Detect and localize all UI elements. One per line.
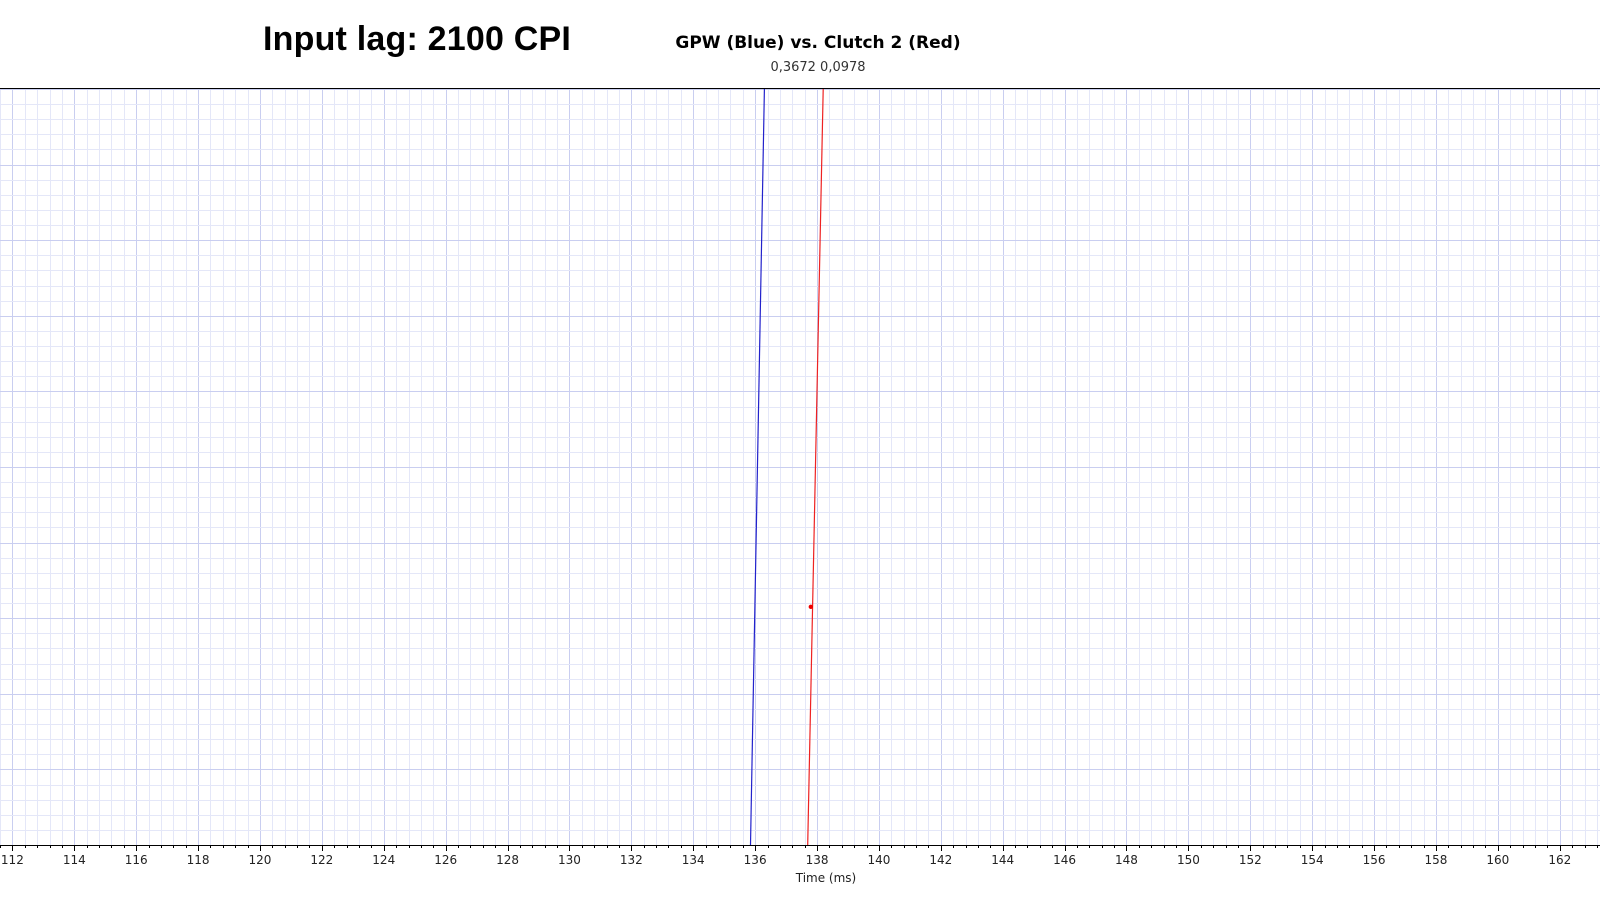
x-tick-label: 138 xyxy=(806,853,829,867)
series-line-gpw xyxy=(749,88,765,846)
x-tick-label: 150 xyxy=(1177,853,1200,867)
x-tick-label: 154 xyxy=(1301,853,1324,867)
x-tick-label: 140 xyxy=(867,853,890,867)
grid xyxy=(0,89,1600,846)
x-tick-label: 116 xyxy=(125,853,148,867)
x-tick-label: 142 xyxy=(929,853,952,867)
x-tick-label: 148 xyxy=(1115,853,1138,867)
x-tick-label: 122 xyxy=(310,853,333,867)
x-tick-label: 156 xyxy=(1363,853,1386,867)
x-tick-label: 134 xyxy=(682,853,705,867)
x-tick-label: 114 xyxy=(63,853,86,867)
x-tick-label: 144 xyxy=(991,853,1014,867)
cursor-readout: 0,3672 0,0978 xyxy=(770,60,866,75)
x-tick-label: 152 xyxy=(1239,853,1262,867)
overlay-title: Input lag: 2100 CPI xyxy=(263,20,571,58)
x-tick-label: 160 xyxy=(1486,853,1509,867)
x-tick-label: 136 xyxy=(744,853,767,867)
x-tick-label: 126 xyxy=(434,853,457,867)
data-point-marker xyxy=(808,604,814,610)
x-tick-label: 162 xyxy=(1548,853,1571,867)
x-tick-label: 124 xyxy=(372,853,395,867)
x-tick-label: 112 xyxy=(1,853,24,867)
x-tick-label: 128 xyxy=(496,853,519,867)
series-group xyxy=(749,88,824,846)
x-tick-label: 132 xyxy=(620,853,643,867)
chart-title: GPW (Blue) vs. Clutch 2 (Red) xyxy=(675,33,961,53)
x-tick-label: 120 xyxy=(249,853,272,867)
x-axis-label: Time (ms) xyxy=(795,871,857,885)
x-tick-label: 118 xyxy=(187,853,210,867)
series-line-clutch-2 xyxy=(807,88,824,846)
x-tick-label: 146 xyxy=(1053,853,1076,867)
x-axis-ticks: 112 114 116 118 120 122 124 126 128 130 132 134 136 1… xyxy=(0,845,1598,867)
x-tick-label: 130 xyxy=(558,853,581,867)
x-tick-label: 158 xyxy=(1425,853,1448,867)
